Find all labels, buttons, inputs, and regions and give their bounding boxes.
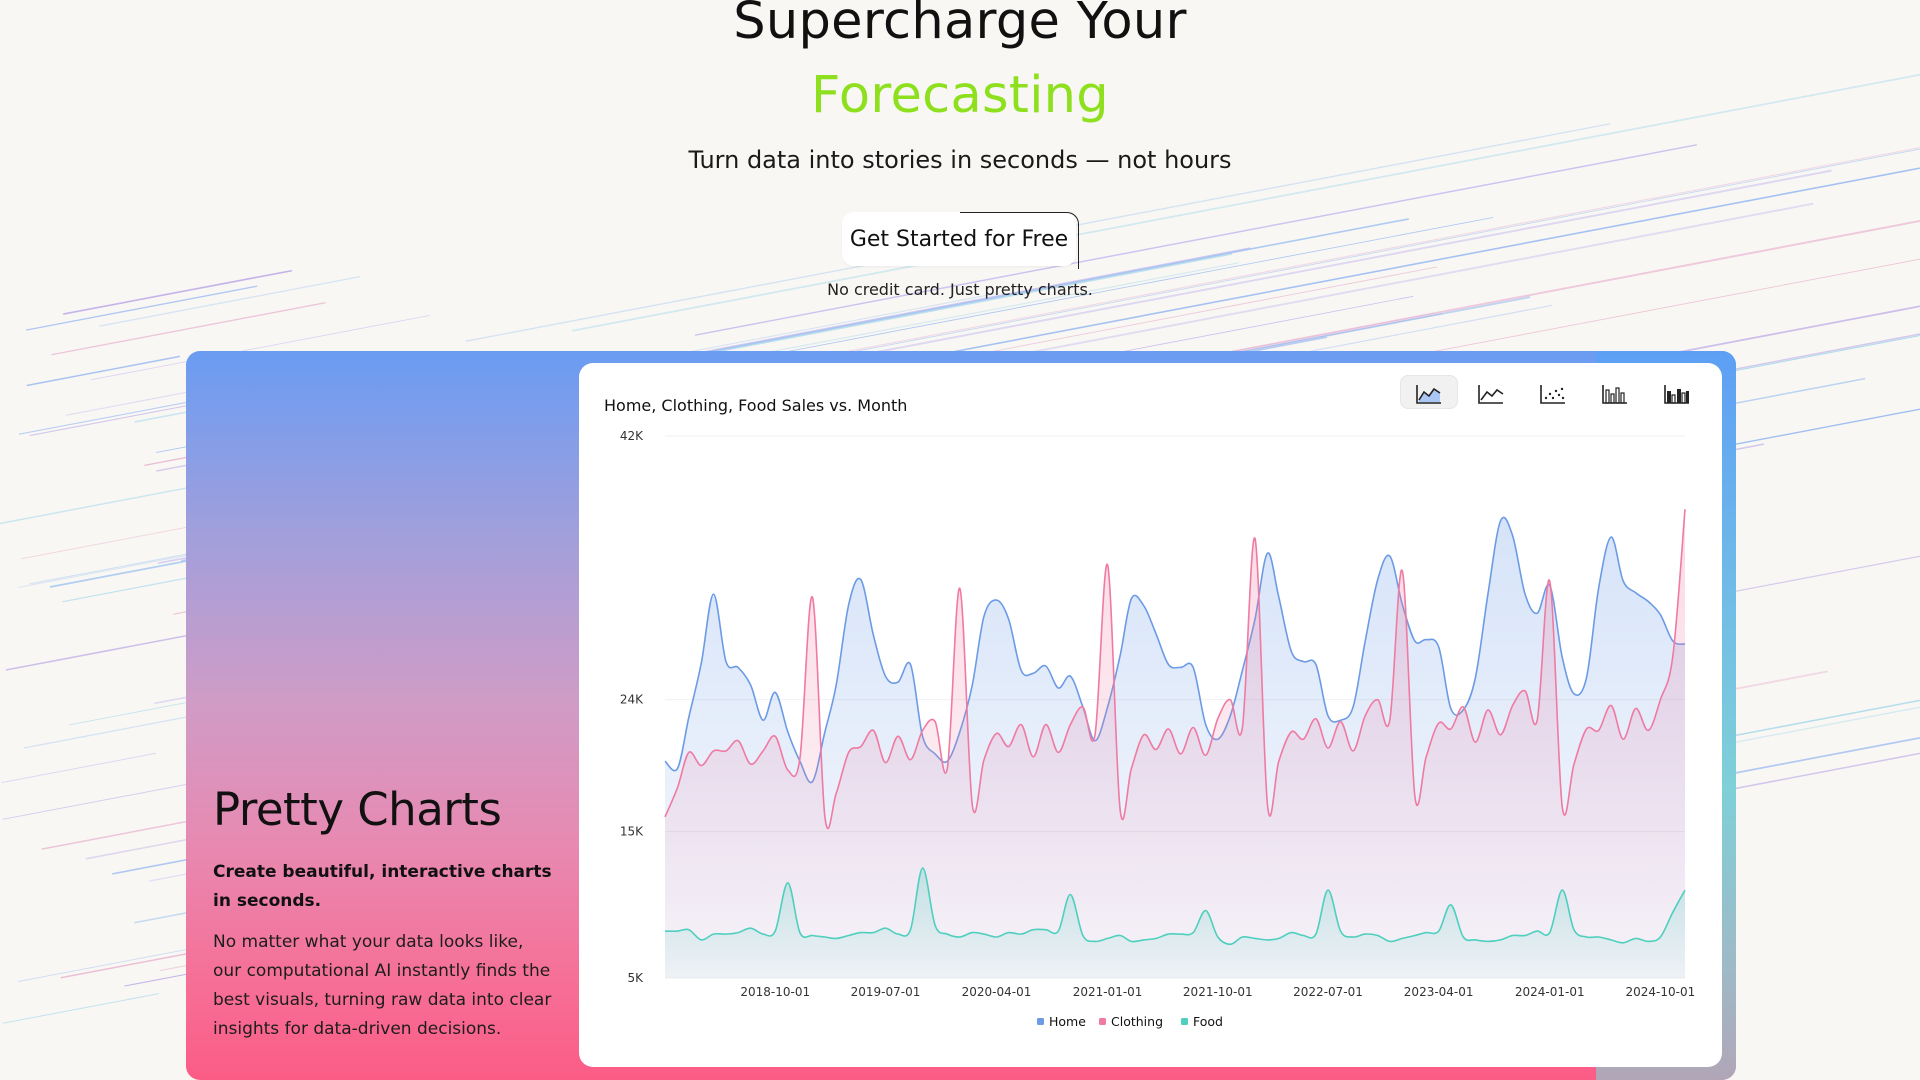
grouped-bar-chart-button[interactable] [1649, 376, 1705, 408]
y-tick-label: 24K [620, 693, 644, 707]
scatter-chart-button[interactable] [1525, 376, 1581, 408]
legend-item-clothing[interactable]: Clothing [1099, 1014, 1163, 1029]
bar-chart-icon [1602, 385, 1627, 404]
background-streak [51, 302, 326, 356]
legend-item-food[interactable]: Food [1181, 1014, 1223, 1029]
legend-swatch [1181, 1018, 1188, 1025]
grouped-bar-chart-icon [1664, 385, 1689, 404]
legend-item-home[interactable]: Home [1037, 1014, 1086, 1029]
area-chart-button[interactable] [1401, 376, 1457, 408]
hero-title-line2: Forecasting [811, 66, 1109, 125]
area-chart-icon [1416, 385, 1441, 404]
x-tick-label: 2021-10-01 [1183, 985, 1253, 999]
x-tick-label: 2021-01-01 [1073, 985, 1143, 999]
hero-title-line1: Supercharge Your [733, 0, 1187, 51]
series-line-clothing[interactable] [664, 509, 1686, 830]
background-streak [725, 147, 1920, 375]
x-tick-label: 2024-10-01 [1625, 985, 1695, 999]
x-tick-label: 2024-01-01 [1515, 985, 1585, 999]
x-tick-label: 2022-07-01 [1293, 985, 1363, 999]
background-streak [694, 144, 1697, 336]
series-line-food[interactable] [664, 867, 1686, 946]
background-streak [687, 148, 1920, 384]
legend-swatch [1037, 1018, 1044, 1025]
background-streak [572, 73, 1920, 332]
feature-panel: Pretty Charts Create beautiful, interact… [186, 351, 1736, 1080]
feature-body: No matter what your data looks like, our… [213, 932, 552, 1039]
legend-label: Clothing [1111, 1014, 1163, 1029]
legend-label: Food [1193, 1014, 1223, 1029]
background-streak [99, 275, 361, 327]
chart-type-toolbar [1401, 376, 1701, 410]
series-area-food [665, 868, 1685, 978]
background-streak [26, 355, 181, 387]
scatter-chart-icon [1540, 385, 1565, 404]
background-streak [90, 314, 431, 381]
x-tick-label: 2023-04-01 [1404, 985, 1474, 999]
x-tick-label: 2020-04-01 [962, 985, 1032, 999]
y-tick-label: 42K [620, 429, 644, 443]
background-streak [25, 285, 258, 331]
line-chart-icon [1478, 385, 1504, 404]
legend-label: Home [1049, 1014, 1086, 1029]
series-line-home[interactable] [664, 516, 1686, 784]
feature-title: Pretty Charts [213, 783, 502, 836]
background-streak [2, 778, 215, 820]
legend-swatch [1099, 1018, 1106, 1025]
background-streak [2, 993, 159, 1024]
feature-text: Pretty Charts Create beautiful, interact… [213, 783, 553, 1044]
bar-chart-button[interactable] [1587, 376, 1643, 408]
chart-card: 42K 24K 15K 5K 2018-10-01 2019-07-01 2020-04-0… [579, 363, 1722, 1067]
chart-title: Home, Clothing, Food Sales vs. Month [604, 396, 908, 415]
y-tick-label: 15K [620, 825, 644, 839]
cta-note: No credit card. Just pretty charts. [827, 280, 1093, 299]
hero-subtitle: Turn data into stories in seconds — not … [688, 146, 1232, 174]
y-tick-label: 5K [627, 971, 644, 985]
background-streak [1, 752, 157, 784]
background-streak [63, 269, 292, 315]
line-chart-button[interactable] [1463, 376, 1519, 408]
x-tick-label: 2018-10-01 [740, 985, 810, 999]
cta-wrapper: Get Started for Free [842, 212, 1079, 269]
x-tick-label: 2019-07-01 [851, 985, 921, 999]
feature-lead: Create beautiful, interactive charts in … [213, 862, 552, 911]
get-started-button[interactable]: Get Started for Free [842, 212, 1076, 266]
sales-area-chart: 42K 24K 15K 5K 2018-10-01 2019-07-01 2020-04-0… [620, 429, 1695, 1029]
